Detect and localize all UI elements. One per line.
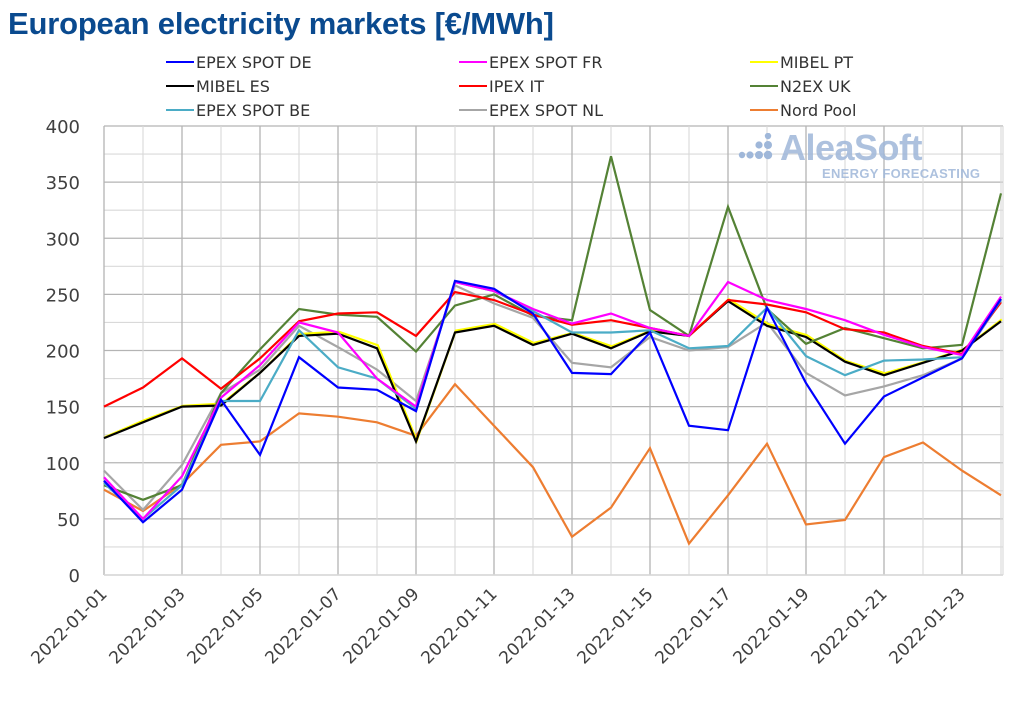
legend-label: Nord Pool: [780, 100, 857, 120]
x-tick-label: 2022-01-07: [262, 584, 346, 668]
legend-item-epex-spot-fr: EPEX SPOT FR: [459, 51, 603, 73]
x-axis-ticks: 2022-01-012022-01-032022-01-052022-01-07…: [28, 584, 970, 668]
y-tick-label: 350: [46, 173, 80, 194]
legend-swatch: [750, 109, 778, 111]
y-tick-label: 0: [69, 566, 80, 587]
series-line-epex-spot-fr: [103, 280, 1002, 521]
y-tick-label: 300: [46, 229, 80, 250]
x-tick-label: 2022-01-15: [574, 584, 658, 668]
legend-item-ipex-it: IPEX IT: [459, 75, 544, 97]
legend-swatch: [166, 109, 194, 111]
x-tick-label: 2022-01-05: [184, 584, 268, 668]
logo-tagline: ENERGY FORECASTING: [822, 166, 981, 181]
series-lines: [103, 156, 1003, 546]
legend-item-epex-spot-nl: EPEX SPOT NL: [459, 99, 603, 121]
legend-swatch: [459, 85, 487, 87]
x-tick-label: 2022-01-09: [340, 584, 424, 668]
legend-item-epex-spot-be: EPEX SPOT BE: [166, 99, 310, 121]
y-tick-label: 200: [46, 342, 80, 363]
logo-dots-icon: [738, 133, 773, 160]
x-tick-label: 2022-01-23: [886, 584, 970, 668]
legend-label: MIBEL PT: [780, 52, 854, 72]
series-line-epex-spot-de: [103, 279, 1002, 524]
legend-label: EPEX SPOT NL: [489, 100, 604, 120]
chart-title: European electricity markets [€/MWh]: [8, 6, 554, 41]
legend-swatch: [459, 61, 487, 63]
y-tick-label: 100: [46, 454, 80, 475]
legend-swatch: [750, 85, 778, 87]
x-tick-label: 2022-01-01: [28, 584, 112, 668]
legend-item-n2ex-uk: N2EX UK: [750, 75, 851, 97]
x-tick-label: 2022-01-21: [808, 584, 892, 668]
legend-swatch: [166, 61, 194, 63]
logo-wordmark: AleaSoft: [780, 127, 923, 168]
series-line-epex-spot-be: [103, 280, 1002, 521]
series-line-ipex-it: [103, 290, 1002, 408]
x-tick-label: 2022-01-03: [106, 584, 190, 668]
x-tick-label: 2022-01-11: [418, 584, 502, 668]
legend-label: IPEX IT: [489, 76, 545, 96]
legend-swatch: [750, 61, 778, 63]
gridlines: [103, 125, 1004, 576]
x-tick-label: 2022-01-17: [652, 584, 736, 668]
x-tick-label: 2022-01-19: [730, 584, 814, 668]
legend-item-epex-spot-de: EPEX SPOT DE: [166, 51, 312, 73]
legend-item-nord-pool: Nord Pool: [750, 99, 856, 121]
y-tick-label: 400: [46, 117, 80, 138]
legend-swatch: [459, 109, 487, 111]
x-tick-label: 2022-01-13: [496, 584, 580, 668]
legend-label: EPEX SPOT DE: [196, 52, 312, 72]
legend-swatch: [166, 85, 194, 87]
legend-item-mibel-es: MIBEL ES: [166, 75, 270, 97]
series-line-nord-pool: [103, 382, 1002, 546]
y-axis-ticks: 0 50 100 150 200 250 300 350 400: [46, 117, 80, 587]
series-line-mibel-es: [103, 299, 1002, 445]
legend-label: EPEX SPOT FR: [489, 52, 603, 72]
legend-label: MIBEL ES: [196, 76, 270, 96]
y-tick-label: 250: [46, 285, 80, 306]
legend-label: N2EX UK: [780, 76, 851, 96]
legend-item-mibel-pt: MIBEL PT: [750, 51, 853, 73]
y-tick-label: 150: [46, 398, 80, 419]
legend-label: EPEX SPOT BE: [196, 100, 311, 120]
y-tick-label: 50: [57, 510, 80, 531]
